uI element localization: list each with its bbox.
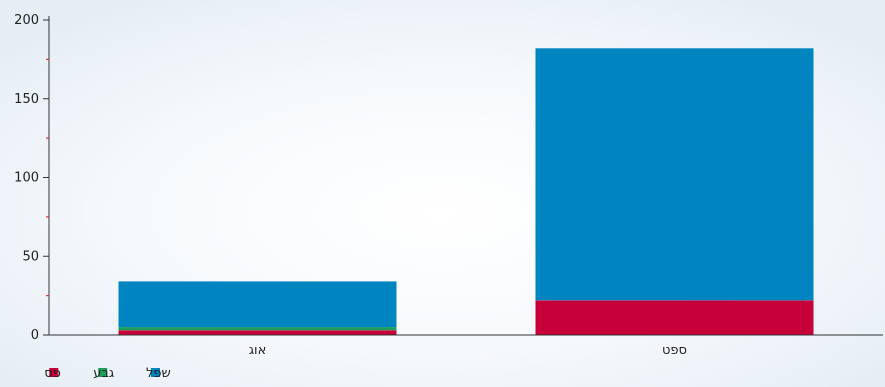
axes: אוג ספט 0 50 100 150 200 — [14, 13, 883, 358]
legend-label: שפל — [146, 366, 171, 381]
bar-segment — [118, 330, 397, 335]
legend-swatch — [98, 368, 108, 377]
bar-segment — [535, 48, 814, 301]
bar-segment — [535, 300, 814, 335]
y-tick-label: 100 — [14, 171, 39, 186]
bar-segment — [118, 327, 397, 331]
legend-label: פס — [44, 366, 61, 381]
y-tick-label: 150 — [14, 92, 39, 107]
legend-swatch — [49, 368, 59, 377]
x-tick-label: ספט — [662, 343, 687, 358]
plot-area — [118, 48, 814, 335]
y-tick-label: 0 — [31, 328, 39, 343]
x-tick-label: אוג — [249, 343, 267, 358]
bar-segment — [118, 281, 397, 328]
legend-label: גבע — [93, 366, 114, 381]
legend-swatch — [151, 368, 160, 377]
legend: שפל גבע פס — [44, 366, 170, 381]
y-tick-label: 50 — [22, 249, 39, 264]
y-tick-label: 200 — [14, 13, 39, 28]
